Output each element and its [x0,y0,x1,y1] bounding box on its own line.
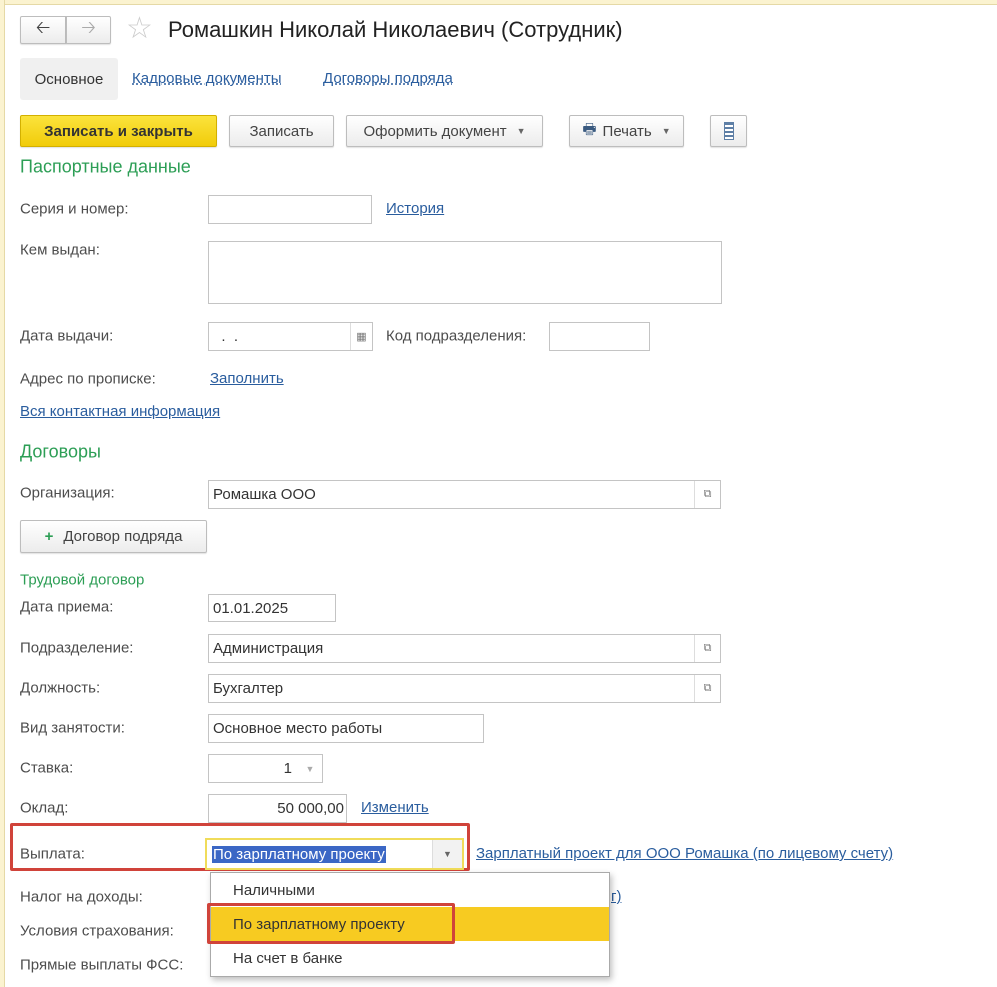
salary-project-link[interactable]: Зарплатный проект для ООО Ромашка (по ли… [476,845,894,862]
print-button[interactable]: 🖶 Печать ▼ [569,115,684,147]
series-label: Серия и номер: [20,200,129,218]
page-title: Ромашкин Николай Николаевич (Сотрудник) [168,17,623,42]
fill-address-link[interactable]: Заполнить [210,370,284,387]
dropdown-option-salary-project[interactable]: По зарплатному проекту [211,907,609,941]
printer-icon: 🖶 [582,120,597,138]
organization-input[interactable]: Ромашка ООО ⧉ [208,480,721,509]
highlight-frame-option [207,903,455,944]
rate-input[interactable]: 1 ▼ [208,754,323,783]
issue-date-input[interactable]: . . ▦ [208,322,373,351]
salary-label: Оклад: [20,799,69,817]
window-frame-left [0,0,5,987]
all-contacts-link[interactable]: Вся контактная информация [20,403,221,420]
window-frame-top [0,0,997,5]
payment-selected-value: По зарплатному проекту [212,845,386,863]
address-label: Адрес по прописке: [20,370,156,388]
dept-code-input[interactable] [549,322,650,351]
dropdown-arrow-icon: ▼ [516,126,526,136]
issued-by-label: Кем выдан: [20,241,100,259]
arrow-right-icon: 🡢 [81,17,96,37]
save-and-close-button[interactable]: Записать и закрыть [20,115,217,147]
arrow-left-icon: 🡠 [35,17,51,37]
open-icon[interactable]: ⧉ [694,675,720,702]
forward-button[interactable]: 🡢 [66,16,111,44]
dropdown-arrow-icon[interactable]: ▼ [432,840,462,868]
position-input[interactable]: Бухгалтер ⧉ [208,674,721,703]
plus-icon: + [44,528,54,545]
department-label: Подразделение: [20,639,134,657]
salary-input[interactable]: 50 000,00 [208,794,347,823]
add-gph-contract-button[interactable]: + Договор подряда [20,520,207,553]
create-document-label: Оформить документ [363,122,507,140]
tab-main[interactable]: Основное [20,58,118,100]
tab-hr-documents[interactable]: Кадровые документы [132,70,282,87]
print-label: Печать [602,122,652,140]
change-salary-link[interactable]: Изменить [361,799,429,816]
income-tax-label: Налог на доходы: [20,888,143,906]
open-icon[interactable]: ⧉ [694,481,720,508]
more-menu-button[interactable] [710,115,747,147]
series-number-input[interactable] [208,195,372,224]
hire-date-label: Дата приема: [20,598,114,616]
employment-type-input[interactable]: Основное место работы [208,714,484,743]
payment-select[interactable]: По зарплатному проекту ▼ [205,838,464,870]
history-link[interactable]: История [386,200,445,217]
add-gph-contract-label: Договор подряда [63,528,183,545]
organization-label: Организация: [20,484,115,502]
dept-code-label: Код подразделения: [386,327,527,345]
calendar-icon[interactable]: ▦ [350,323,372,350]
tab-contracts[interactable]: Договоры подряда [323,70,453,87]
fss-payments-label: Прямые выплаты ФСС: [20,956,184,974]
dropdown-option-bank-account[interactable]: На счет в банке [233,949,343,967]
department-value: Администрация [213,640,324,657]
position-label: Должность: [20,679,101,697]
organization-value: Ромашка ООО [213,486,316,503]
employment-type-label: Вид занятости: [20,719,125,737]
favorite-star-icon[interactable]: ☆ [126,12,153,45]
rate-value: 1 [283,760,292,777]
labor-contract-title: Трудовой договор [20,571,145,589]
dropdown-arrow-icon[interactable]: ▼ [305,763,315,774]
menu-list-icon [723,122,734,140]
section-passport-title: Паспортные данные [20,156,191,177]
rate-label: Ставка: [20,759,74,777]
insurance-label: Условия страхования: [20,922,174,940]
save-button[interactable]: Записать [229,115,334,147]
issued-by-textarea[interactable] [208,241,722,304]
hire-date-input[interactable]: 01.01.2025 [208,594,336,622]
payment-dropdown-list: Наличными По зарплатному проекту На счет… [210,872,610,977]
create-document-button[interactable]: Оформить документ ▼ [346,115,543,147]
dropdown-arrow-icon: ▼ [661,126,671,136]
payment-label: Выплата: [20,845,85,863]
issue-date-label: Дата выдачи: [20,327,114,345]
issue-date-value: . . [213,328,239,345]
back-button[interactable]: 🡠 [20,16,66,44]
department-input[interactable]: Администрация ⧉ [208,634,721,663]
open-icon[interactable]: ⧉ [694,635,720,662]
position-value: Бухгалтер [213,680,284,697]
income-tax-link[interactable]: г) [611,888,622,905]
dropdown-option-cash[interactable]: Наличными [233,881,315,899]
section-contracts-title: Договоры [20,441,101,462]
